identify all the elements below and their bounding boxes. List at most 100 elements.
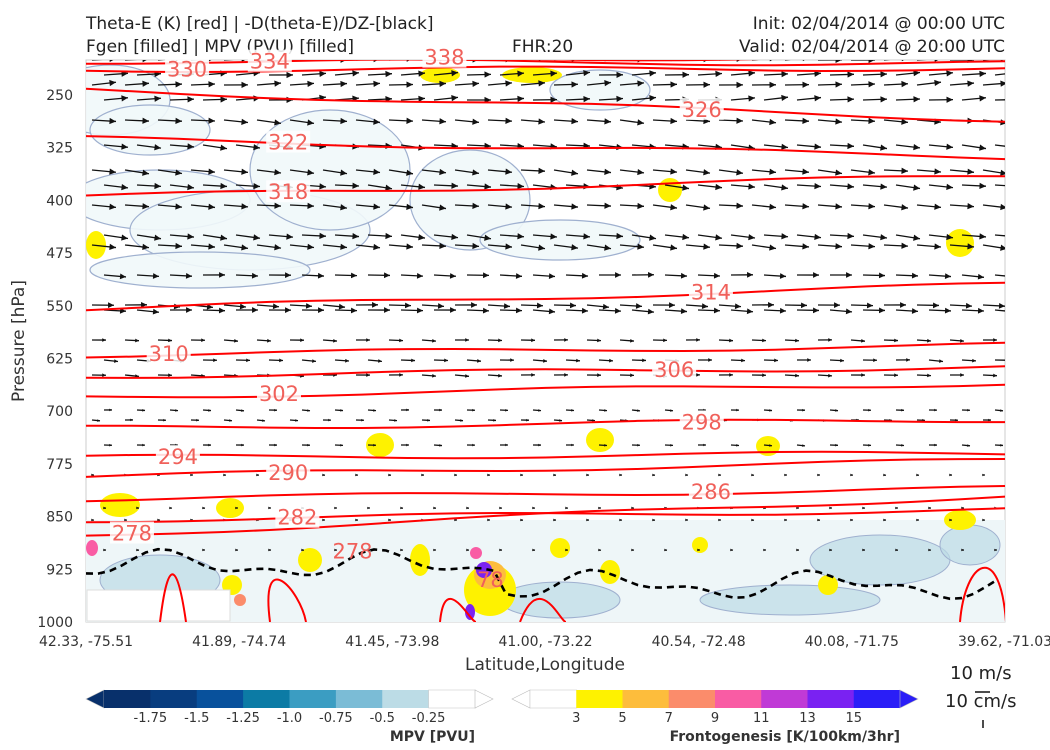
wind-vector-head <box>614 307 621 314</box>
wind-vector-head <box>768 301 774 308</box>
wind-vector-head <box>670 244 677 251</box>
wind-vector-head <box>1000 409 1003 412</box>
wind-vector-head <box>439 444 442 447</box>
wind-vector-head <box>154 95 161 102</box>
wind-vector-head <box>961 548 964 552</box>
wind-vector-head <box>352 182 359 189</box>
wind-vector-head <box>235 506 238 510</box>
wind-vector-head <box>616 232 623 240</box>
theta-e-contour-318 <box>86 175 1005 197</box>
x-tick-label: 40.54, -72.48 <box>652 634 746 650</box>
wind-vector-head <box>635 303 642 309</box>
wind-vector-head <box>274 408 277 412</box>
wind-vector-head <box>274 244 281 251</box>
wind-vector-head <box>135 338 139 343</box>
wind-vector-head <box>840 358 844 363</box>
wind-vector-head <box>949 473 952 477</box>
mpv-colorbar-min-extend <box>85 689 105 709</box>
x-tick-label: 39.62, -71.03 <box>958 634 1050 650</box>
wind-vector-head <box>439 242 446 250</box>
wind-vector-head <box>451 233 458 241</box>
wind-vector-head <box>190 473 193 477</box>
wind-vector-head <box>795 338 799 343</box>
wind-vector-head <box>241 168 248 175</box>
wind-vector-head <box>835 203 842 210</box>
vector-scale-w-label: 10 cm/s <box>945 691 1017 712</box>
wind-vector-head <box>670 168 677 175</box>
theta-e-contour-low <box>439 598 477 622</box>
wind-vector-head <box>583 69 590 77</box>
wind-vector-head <box>220 234 227 241</box>
wind-vector-head <box>378 359 382 363</box>
wind-vector-head <box>505 443 508 447</box>
wind-vector-head <box>484 183 491 190</box>
wind-vector-head <box>967 444 970 447</box>
wind-vector-head <box>471 302 477 308</box>
wind-vector-head <box>901 204 908 211</box>
wind-vector-head <box>499 548 502 552</box>
wind-vector-head <box>318 307 324 313</box>
wind-vector-head <box>934 443 937 447</box>
wind-vector-head <box>319 183 326 190</box>
wind-vector-head <box>1012 144 1019 150</box>
frontogenesis-patch <box>86 540 98 556</box>
y-tick-label: 400 <box>46 193 73 209</box>
wind-vector-head <box>1011 274 1017 280</box>
wind-vector-head <box>553 518 556 522</box>
wind-vector-head <box>208 117 215 124</box>
wind-vector-head <box>208 81 215 88</box>
wind-vector-head <box>847 183 854 190</box>
wind-vector-head <box>814 143 821 150</box>
wind-vector-head <box>564 338 568 342</box>
wind-vector-head <box>307 119 314 126</box>
mpv-colorbar-tick: -1.25 <box>226 711 260 726</box>
wind-vector-head <box>906 358 910 362</box>
wind-vector-head <box>109 443 112 447</box>
wind-vector-head <box>286 71 293 79</box>
contour-label-bg <box>679 410 724 433</box>
fgen-colorbar-swatch <box>668 690 716 708</box>
wind-vector-head <box>526 418 529 422</box>
wind-vector-head <box>219 272 225 278</box>
theta-e-contour-326 <box>86 87 1005 123</box>
wind-vector-head <box>631 548 634 552</box>
wind-vector-head <box>340 409 343 412</box>
wind-vector-head <box>894 338 898 343</box>
wind-vector-head <box>862 548 865 552</box>
y-tick-label: 1000 <box>37 615 73 631</box>
wind-vector-head <box>747 271 753 278</box>
wind-vector-head <box>703 81 710 88</box>
wind-vector-head <box>961 506 964 510</box>
wind-vector-head <box>399 373 403 377</box>
wind-vector-head <box>901 242 908 249</box>
theta-e-contour-310 <box>86 341 1005 359</box>
wind-vector-head <box>751 473 754 477</box>
frontogenesis-patch <box>600 560 620 584</box>
wind-vector-head <box>186 307 192 313</box>
wind-vector-head <box>581 307 588 314</box>
wind-vector-head <box>1012 183 1019 189</box>
wind-vector-head <box>604 80 611 87</box>
wind-vector-head <box>532 548 535 552</box>
wind-vector-head <box>928 506 931 510</box>
wind-vector-head <box>927 373 931 378</box>
wind-vector-head <box>649 70 656 77</box>
wind-vector-head <box>781 233 788 240</box>
wind-vector-head <box>932 302 939 309</box>
wind-vector-head <box>241 409 244 412</box>
wind-vector-head <box>994 548 997 552</box>
wind-vector-head <box>802 117 809 125</box>
wind-vector-head <box>223 473 226 477</box>
wind-vector-head <box>141 301 147 308</box>
wind-vector-head <box>880 96 887 103</box>
y-tick-label: 475 <box>46 246 73 262</box>
wind-vector-head <box>340 117 347 125</box>
wind-vector-head <box>274 443 277 447</box>
x-tick-label: 41.89, -74.74 <box>192 634 286 650</box>
wind-vector-head <box>835 409 838 412</box>
wind-vector-head <box>532 506 535 510</box>
wind-vector-head <box>868 60 875 64</box>
wind-vector-head <box>703 243 710 250</box>
wind-vector-head <box>901 60 904 62</box>
wind-vector-head <box>664 548 667 552</box>
